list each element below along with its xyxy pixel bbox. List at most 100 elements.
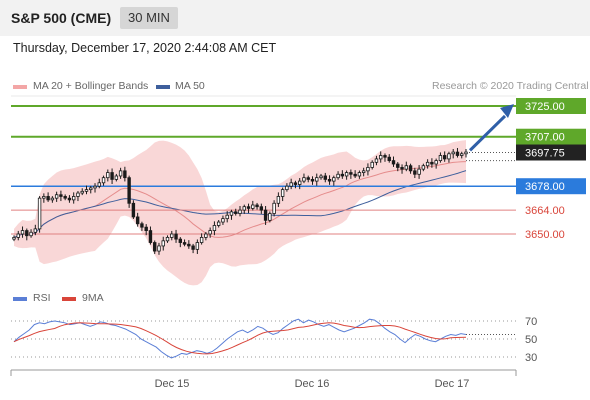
level-label-box	[516, 144, 586, 161]
candle-body	[204, 233, 208, 238]
candle-body	[366, 167, 370, 172]
candle-body	[357, 172, 362, 177]
candle-body	[229, 211, 234, 216]
ma9-legend-swatch	[62, 297, 76, 301]
candle-body	[114, 175, 119, 180]
candle-body	[332, 177, 336, 182]
candle-body	[106, 172, 110, 179]
candle-body	[323, 175, 327, 180]
symbol-title: S&P 500 (CME)	[11, 10, 112, 26]
candle-body	[84, 189, 89, 192]
candle-body	[131, 202, 136, 218]
candle-body	[285, 185, 289, 191]
candle-body	[123, 170, 127, 179]
candle-body	[353, 173, 357, 177]
level-label-box	[516, 98, 586, 114]
candle-body	[89, 187, 93, 191]
candle-body	[127, 177, 131, 204]
timeframe-button[interactable]: 30 MIN	[120, 7, 178, 29]
candle-body	[434, 160, 438, 165]
candle-body	[336, 173, 340, 179]
candle-body	[54, 194, 59, 199]
candle-body	[455, 151, 460, 156]
candle-body	[216, 221, 221, 226]
candle-body	[430, 161, 434, 165]
candle-body	[289, 182, 293, 187]
candle-body	[157, 245, 161, 252]
rsi-line	[13, 318, 467, 359]
candle-body	[297, 180, 302, 185]
candle-body	[374, 158, 379, 163]
candle-body	[464, 151, 468, 155]
candle-body	[340, 173, 345, 177]
candle-body	[174, 233, 178, 240]
candle-body	[319, 175, 323, 179]
candle-body	[396, 163, 400, 168]
candle-body	[310, 178, 315, 182]
candle-body	[425, 161, 430, 167]
candle-body	[417, 168, 421, 175]
candle-body	[242, 206, 246, 211]
candle-body	[276, 196, 281, 204]
candle-body	[212, 225, 217, 231]
candle-body	[447, 153, 451, 160]
candle-body	[42, 196, 46, 199]
level-label: 3707.00	[525, 132, 565, 144]
candle-body	[144, 226, 148, 231]
candle-body	[349, 172, 353, 175]
rsi-legend-swatch	[13, 297, 27, 301]
candle-body	[135, 216, 140, 225]
candle-body	[315, 177, 319, 182]
ma50-legend-swatch	[156, 85, 170, 89]
candle-body	[400, 167, 404, 170]
candle-body	[187, 243, 191, 247]
candle-body	[327, 178, 332, 182]
rsi-level-label: 50	[525, 334, 537, 346]
level-label: 3650.00	[525, 229, 565, 241]
candle-body	[293, 182, 298, 185]
candle-body	[50, 197, 55, 201]
candles	[12, 147, 468, 255]
candle-body	[272, 202, 276, 214]
candle-body	[153, 242, 157, 252]
x-axis-tick-label: Dec 16	[295, 378, 330, 390]
candle-body	[161, 240, 165, 247]
candle-body	[413, 170, 417, 175]
rsi-legend-label: RSI	[33, 292, 51, 304]
candle-body	[370, 161, 374, 168]
candle-body	[97, 182, 101, 187]
x-axis-tick-label: Dec 17	[435, 378, 470, 390]
candle-body	[199, 237, 204, 243]
chart-header: S&P 500 (CME) 30 MIN	[0, 0, 590, 36]
candle-body	[238, 209, 242, 214]
candle-body	[16, 233, 20, 238]
level-label-box	[516, 128, 586, 145]
candle-body	[118, 170, 123, 177]
rsi-ma-line	[13, 322, 467, 355]
candle-body	[263, 209, 268, 221]
candle-body	[221, 218, 225, 223]
candle-body	[76, 192, 80, 197]
x-axis-tick-label: Dec 15	[155, 378, 190, 390]
level-label: 3664.00	[525, 205, 565, 217]
candle-body	[383, 155, 387, 158]
candle-body	[195, 242, 200, 250]
ma50-legend-label: MA 50	[175, 80, 205, 92]
candle-body	[280, 189, 285, 197]
candle-body	[408, 165, 413, 172]
candle-body	[29, 231, 33, 237]
candle-body	[306, 177, 310, 180]
candle-body	[182, 242, 187, 245]
candle-body	[442, 155, 447, 160]
candle-body	[404, 165, 409, 170]
forecast-arrow-shaft	[468, 114, 507, 152]
candle-body	[251, 204, 255, 209]
candle-body	[165, 237, 170, 242]
candle-body	[438, 155, 443, 162]
level-label: 3678.00	[525, 181, 565, 193]
level-label: 3697.75	[525, 148, 565, 160]
candle-body	[25, 230, 29, 237]
candle-body	[421, 165, 426, 170]
candle-body	[178, 238, 183, 243]
